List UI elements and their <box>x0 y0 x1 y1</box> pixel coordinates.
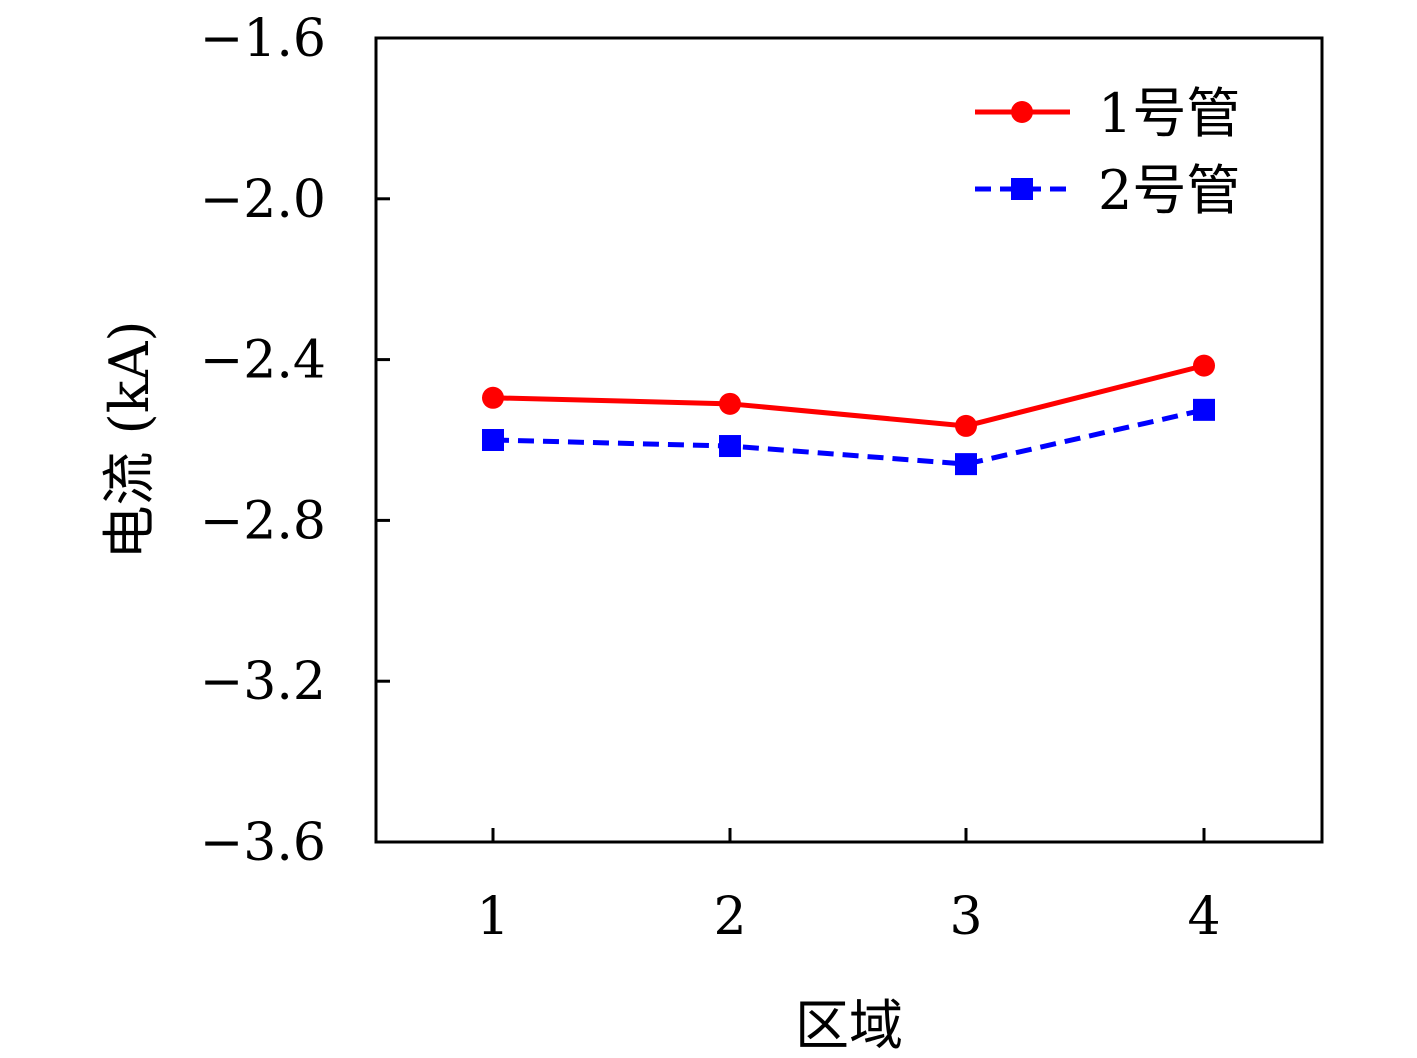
y-tick-label: −3.2 <box>200 652 326 712</box>
legend-item: 1号管 <box>975 82 1240 145</box>
x-axis-title: 区域 <box>795 994 903 1057</box>
legend-label: 1号管 <box>1098 82 1240 145</box>
series-2-line <box>492 407 1205 467</box>
y-axis-title: 电流 (kA) <box>98 320 161 559</box>
series-2-point <box>719 435 741 458</box>
series-2 <box>482 398 1215 476</box>
x-tick-labels: 1 2 3 4 <box>476 887 1220 947</box>
series-1-line <box>492 363 1205 429</box>
series-2-point <box>1193 398 1215 421</box>
x-tick-label: 2 <box>713 887 746 947</box>
y-tick-labels: −1.6 −2.0 −2.4 −2.8 −3.2 −3.6 <box>200 9 326 873</box>
y-tick-label: −2.4 <box>200 331 326 391</box>
series-2-point <box>955 453 977 476</box>
legend-label: 2号管 <box>1098 159 1240 222</box>
y-tick-label: −1.6 <box>200 9 326 69</box>
legend-marker <box>1011 101 1033 123</box>
series-1-point <box>1193 354 1215 377</box>
y-tick-label: −3.6 <box>200 813 326 873</box>
series-1-point <box>719 392 741 415</box>
plot-frame <box>374 36 1324 844</box>
series-2-point <box>482 429 504 451</box>
series-1-point <box>955 414 977 437</box>
y-tick-label: −2.0 <box>200 170 326 230</box>
series-1-point <box>482 386 504 409</box>
series-layer <box>482 354 1215 476</box>
y-tick-label: −2.8 <box>200 491 326 551</box>
x-tick-label: 4 <box>1187 887 1220 947</box>
x-tick-label: 1 <box>476 887 509 947</box>
legend-item: 2号管 <box>975 159 1240 222</box>
series-1 <box>482 354 1215 437</box>
x-tick-label: 3 <box>949 887 982 947</box>
legend-marker <box>1011 178 1033 200</box>
